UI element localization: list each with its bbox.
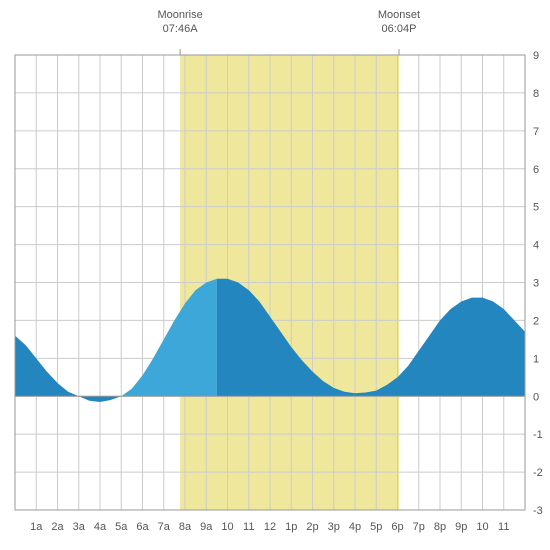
x-tick-label: 2a [51, 521, 64, 533]
x-tick-label: 2p [306, 521, 318, 533]
moonset-label: Moonset [378, 9, 420, 21]
x-tick-label: 4a [94, 521, 107, 533]
y-tick-label: -1 [533, 429, 543, 441]
y-tick-label: 1 [533, 353, 539, 365]
y-tick-label: -3 [533, 505, 543, 517]
x-tick-label: 3p [328, 521, 340, 533]
moonset-time: 06:04P [382, 23, 417, 35]
x-tick-label: 1a [30, 521, 43, 533]
tide-chart: -3-2-101234567891a2a3a4a5a6a7a8a9a101112… [0, 0, 550, 550]
x-tick-label: 12 [264, 521, 276, 533]
y-tick-label: 4 [533, 240, 539, 252]
x-tick-label: 3a [73, 521, 86, 533]
y-tick-label: 0 [533, 391, 539, 403]
x-tick-label: 6a [136, 521, 149, 533]
x-tick-label: 9a [200, 521, 213, 533]
x-tick-label: 9p [455, 521, 467, 533]
y-tick-label: 3 [533, 278, 539, 290]
x-tick-label: 10 [476, 521, 488, 533]
x-tick-label: 4p [349, 521, 361, 533]
x-tick-label: 11 [498, 521, 509, 533]
x-tick-label: 8a [179, 521, 192, 533]
y-tick-label: 5 [533, 202, 539, 214]
x-tick-label: 5a [115, 521, 128, 533]
moonrise-label: Moonrise [157, 9, 202, 21]
y-tick-label: 9 [533, 50, 539, 62]
x-tick-label: 6p [391, 521, 403, 533]
x-tick-label: 11 [243, 521, 254, 533]
x-tick-label: 5p [370, 521, 382, 533]
y-tick-label: -2 [533, 467, 543, 479]
y-tick-label: 6 [533, 164, 539, 176]
x-tick-label: 1p [285, 521, 297, 533]
x-tick-label: 10 [221, 521, 233, 533]
y-tick-label: 8 [533, 88, 539, 100]
x-tick-label: 8p [434, 521, 446, 533]
chart-svg: -3-2-101234567891a2a3a4a5a6a7a8a9a101112… [0, 0, 550, 550]
y-tick-label: 7 [533, 126, 539, 138]
moonrise-time: 07:46A [163, 23, 199, 35]
x-tick-label: 7a [158, 521, 171, 533]
y-tick-label: 2 [533, 315, 539, 327]
x-tick-label: 7p [413, 521, 425, 533]
